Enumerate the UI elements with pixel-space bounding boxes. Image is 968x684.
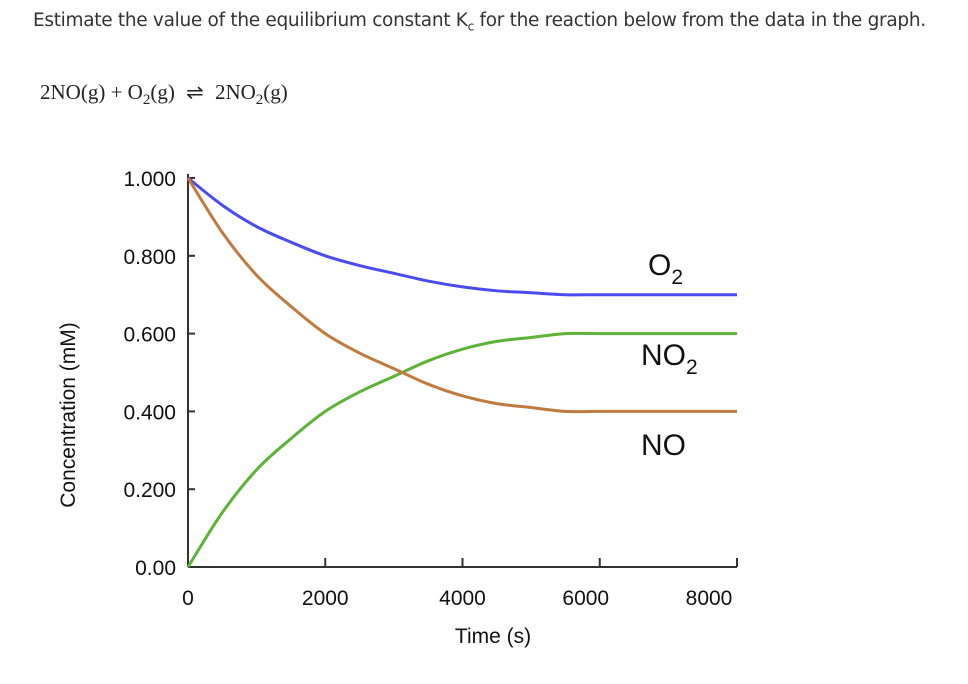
series-lines [186, 176, 737, 568]
question-text-main: Estimate the value of the equilibrium co… [33, 10, 468, 31]
y-tick-label: 1.000 [123, 168, 176, 191]
equation-reactant-sub: 2 [142, 92, 151, 109]
equation-product-sub: 2 [255, 92, 264, 109]
axes: 0.00 0.200 0.400 0.600 0.800 1.000 0 2000 4000 60… [57, 168, 738, 648]
x-tick-label: 8000 [686, 587, 733, 610]
y-axis-title: Concentration (mM) [57, 322, 80, 508]
x-tick-label: 4000 [439, 587, 486, 610]
equation-reactants: 2NO(g) + O [40, 80, 143, 104]
equation-reactant-tail: (g) [150, 80, 175, 104]
series-label-main: NO [641, 429, 686, 462]
y-tick-label: 0.600 [123, 324, 176, 347]
y-tick-label: 0.400 [123, 401, 176, 424]
series-label-sub: 2 [686, 356, 698, 379]
series-line-no2 [186, 331, 737, 568]
series-label-main: NO [641, 339, 686, 372]
series-label-no: NO [641, 429, 686, 462]
x-axis-title: Time (s) [455, 625, 531, 648]
y-tick-label: 0.00 [135, 557, 176, 580]
equilibrium-arrow: ⇌ [186, 80, 204, 104]
series-label-sub: 2 [671, 266, 683, 289]
equation-product-tail: (g) [263, 80, 288, 104]
question-subscript: c [467, 19, 475, 34]
series-line-o2 [187, 176, 737, 297]
reaction-equation: 2NO(g) + O2(g) ⇌ 2NO2(g) [40, 80, 288, 109]
series-line-no [186, 177, 737, 414]
question-text-tail: for the reaction below from the data in … [473, 10, 927, 31]
y-tick-label: 0.200 [123, 479, 176, 502]
series-label-main: O [648, 249, 671, 282]
x-tick-label: 2000 [302, 587, 349, 610]
question-text: Estimate the value of the equilibrium co… [33, 10, 926, 34]
series-label-no2: NO2 [641, 339, 698, 379]
series-label-o2: O2 [648, 249, 683, 289]
equation-product: 2NO [214, 80, 256, 104]
y-tick-label: 0.800 [123, 246, 176, 269]
x-tick-label: 6000 [562, 587, 609, 610]
x-tick-label: 0 [182, 587, 194, 610]
